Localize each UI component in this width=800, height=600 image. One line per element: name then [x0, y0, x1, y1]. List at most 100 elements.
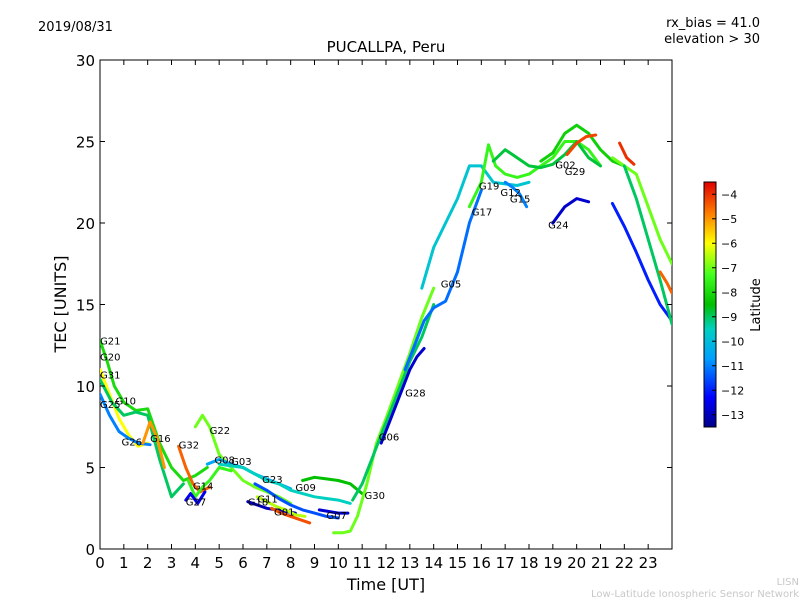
colorbar-tick-label: −4	[721, 188, 737, 201]
rx-bias-label: rx_bias = 41.0	[666, 16, 760, 31]
series-line-24	[503, 180, 529, 209]
series-line-20	[403, 188, 483, 372]
satellite-label: G11	[257, 495, 277, 506]
x-tick-label: 8	[286, 554, 296, 572]
series-line-27	[551, 197, 591, 225]
footer-org-short: LISN	[777, 577, 799, 588]
x-tick-label: 17	[496, 554, 515, 572]
colorbar-tick-label: −7	[721, 262, 737, 275]
y-tick-label: 0	[85, 541, 95, 559]
colorbar-tick-label: −13	[721, 409, 744, 422]
series-line-32	[658, 270, 672, 295]
satellite-label: G05	[441, 279, 461, 290]
x-tick-label: 19	[543, 554, 562, 572]
satellite-label: G10	[116, 397, 136, 408]
colorbar-tick-label: −9	[721, 311, 737, 324]
x-tick-label: 3	[167, 554, 177, 572]
series-line-1	[100, 368, 150, 448]
series-line-28	[610, 156, 672, 266]
x-tick-label: 9	[310, 554, 320, 572]
x-axis: 0 1 2 3 4 5 6 7 8 9 10 11 12 13 14 15 16 17 18 19 20 21 22 23	[95, 60, 658, 572]
satellite-label: G14	[193, 481, 213, 492]
satellite-label: G12	[500, 188, 520, 199]
x-tick-label: 11	[353, 554, 372, 572]
satellite-label: G20	[100, 353, 120, 364]
x-tick-label: 18	[519, 554, 538, 572]
x-tick-label: 15	[448, 554, 467, 572]
series-line-26	[565, 133, 598, 156]
satellite-label: G25	[100, 400, 120, 411]
x-tick-label: 6	[238, 554, 248, 572]
y-tick-label: 25	[76, 134, 95, 152]
series-line-25	[539, 123, 626, 168]
satellite-label: G32	[179, 441, 199, 452]
x-tick-label: 12	[376, 554, 395, 572]
satellite-label: G01	[274, 508, 294, 519]
x-tick-label: 0	[95, 554, 105, 572]
y-tick-label: 30	[76, 52, 95, 70]
colorbar-tick-label: −11	[721, 360, 744, 373]
satellite-label: G30	[365, 491, 385, 502]
satellite-label: G28	[405, 389, 425, 400]
satellite-label: G17	[472, 208, 492, 219]
satellite-label: G22	[210, 426, 230, 437]
y-tick-label: 15	[76, 297, 95, 315]
x-tick-label: 13	[400, 554, 419, 572]
y-axis: 0 5 10 15 20 25 30	[76, 52, 672, 559]
series-line-18	[351, 303, 436, 502]
colorbar-ticks: −4 −5 −6 −7 −8 −9 −10 −11 −12 −13	[712, 188, 744, 422]
colorbar-tick-label: −10	[721, 335, 744, 348]
x-tick-label: 5	[214, 554, 224, 572]
y-tick-label: 20	[76, 215, 95, 233]
x-tick-label: 21	[591, 554, 610, 572]
satellite-label: G31	[100, 371, 120, 382]
series-line-2	[100, 392, 152, 447]
colorbar-label: Latitude	[749, 278, 764, 332]
x-tick-label: 10	[329, 554, 348, 572]
x-tick-label: 16	[472, 554, 491, 572]
y-axis-label: TEC [UNITS]	[51, 256, 70, 354]
series-line-0	[100, 338, 209, 482]
footer-org-full: Low-Latitude Ionospheric Sensor Network	[591, 589, 799, 600]
x-axis-label: Time [UT]	[346, 575, 425, 594]
colorbar-tick-label: −6	[721, 237, 737, 250]
x-tick-label: 22	[615, 554, 634, 572]
x-tick-label: 20	[567, 554, 586, 572]
x-tick-label: 1	[119, 554, 129, 572]
series-line-14	[270, 506, 312, 525]
y-tick-label: 5	[85, 460, 95, 478]
x-tick-label: 4	[191, 554, 201, 572]
colorbar-tick-label: −8	[721, 286, 737, 299]
x-tick-label: 7	[262, 554, 272, 572]
series-line-19	[379, 347, 426, 445]
series-line-4	[141, 420, 166, 469]
satellite-label: G08	[214, 455, 234, 466]
satellite-label: G15	[510, 195, 530, 206]
satellite-label: G21	[100, 336, 120, 347]
colorbar-tick-label: −5	[721, 213, 737, 226]
series-line-7	[186, 466, 233, 499]
series-line-16	[317, 508, 350, 515]
satellite-label: G03	[231, 457, 251, 468]
series-line-13	[255, 495, 307, 518]
series-line-29	[610, 201, 672, 323]
series-line-31	[618, 141, 636, 166]
series-line-15	[301, 475, 364, 496]
series-line-10	[217, 462, 352, 505]
satellite-label: G09	[295, 483, 315, 494]
satellite-label: G24	[548, 221, 568, 232]
satellite-label: G19	[479, 182, 499, 193]
series-line-5	[177, 444, 212, 494]
series-line-23	[491, 140, 602, 170]
x-tick-label: 23	[639, 554, 658, 572]
series-line-30	[622, 164, 672, 326]
satellite-label: G07	[326, 511, 346, 522]
y-tick-label: 10	[76, 378, 95, 396]
satellite-label: G23	[262, 475, 282, 486]
x-tick-label: 14	[424, 554, 443, 572]
elevation-label: elevation > 30	[664, 32, 760, 47]
chart-title: PUCALLPA, Peru	[327, 38, 446, 56]
satellite-label: G18	[248, 498, 268, 509]
